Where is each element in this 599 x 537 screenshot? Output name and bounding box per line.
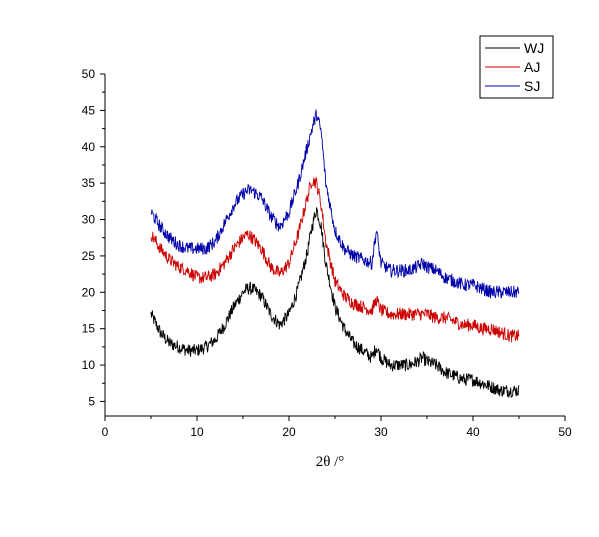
y-tick-label: 5 [88,394,95,408]
y-tick-label: 20 [82,285,96,299]
y-tick-label: 45 [82,103,96,117]
legend-label-sj: SJ [524,78,540,94]
axis-ticks: 0 10 20 30 40 50 5 10 15 20 25 30 35 40 45 50 [82,67,572,439]
x-tick-label: 40 [466,425,480,439]
legend: WJ AJ SJ [479,35,554,99]
y-tick-label: 50 [82,67,96,81]
y-tick-label: 40 [82,140,96,154]
x-tick-label: 30 [374,425,388,439]
series-lines [150,109,520,399]
y-tick-label: 10 [82,358,96,372]
legend-label-aj: AJ [524,59,540,75]
x-tick-label: 0 [102,425,109,439]
series-line-aj [150,177,520,343]
legend-label-wj: WJ [524,40,544,56]
y-tick-label: 15 [82,322,96,336]
series-line-wj [150,207,520,399]
y-tick-label: 30 [82,213,96,227]
y-tick-label: 25 [82,249,96,263]
y-tick-label: 35 [82,176,96,190]
x-axis-label: 2θ /° [316,454,345,470]
x-tick-label: 10 [190,425,204,439]
series-line-sj [150,109,520,299]
x-tick-label: 50 [558,425,572,439]
x-tick-label: 20 [282,425,296,439]
